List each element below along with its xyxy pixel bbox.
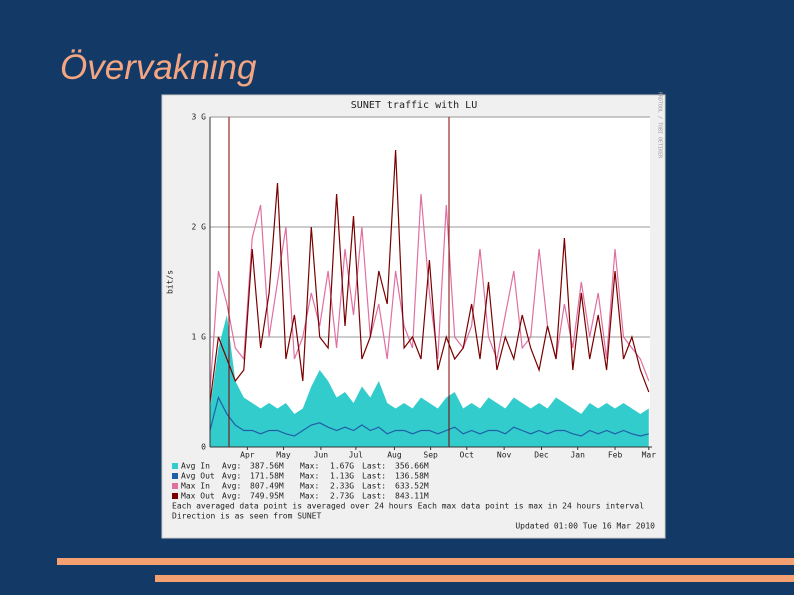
- stat-label: Avg:: [222, 492, 241, 501]
- marks: [209, 149, 650, 447]
- stat-label: Last:: [362, 492, 386, 501]
- series-area: [210, 315, 649, 447]
- stat-value: 136.58M: [395, 472, 429, 481]
- plot-area: [210, 117, 650, 447]
- stat-value: 843.11M: [395, 492, 429, 501]
- x-tick-label: Dec: [534, 451, 549, 460]
- legend-label: Avg In: [181, 462, 210, 471]
- stat-value: 2.33G: [330, 482, 354, 491]
- decor-bar: [155, 575, 794, 582]
- note: Direction is as seen from SUNET: [172, 512, 321, 521]
- y-tick-label: 3 G: [192, 113, 207, 122]
- legend-label: Max Out: [181, 492, 215, 501]
- legend-swatch: [172, 493, 178, 499]
- x-tick-label: Sep: [423, 451, 438, 460]
- stat-value: 356.66M: [395, 462, 429, 471]
- x-tick-label: Jul: [349, 451, 364, 460]
- decor-bar: [57, 558, 794, 565]
- stat-value: 1.67G: [330, 462, 354, 471]
- x-tick-label: Mar: [642, 451, 657, 460]
- legend: Avg In Avg: 387.56M Max: 1.67G Last: 356.66M Av…: [172, 462, 429, 501]
- x-tick-label: Nov: [497, 451, 512, 460]
- x-tick-label: Oct: [460, 451, 475, 460]
- x-tick-label: Jan: [570, 451, 585, 460]
- stat-value: 387.56M: [250, 462, 284, 471]
- chart-title: SUNET traffic with LU: [351, 100, 477, 111]
- updated: Updated 01:00 Tue 16 Mar 2010: [515, 522, 655, 531]
- series-line: [209, 395, 649, 437]
- stat-value: 633.52M: [395, 482, 429, 491]
- side-text: RRDTOOL / TOBI OETIKER: [657, 92, 663, 159]
- legend-swatch: [172, 473, 178, 479]
- slide-title: Övervakning: [60, 48, 257, 87]
- y-tick-label: 2 G: [192, 223, 207, 232]
- y-axis-label: bit/s: [166, 270, 175, 294]
- legend-swatch: [172, 483, 178, 489]
- x-tick-label: Aug: [387, 451, 402, 460]
- series-line: [209, 149, 650, 404]
- stat-label: Avg:: [222, 482, 241, 491]
- stat-label: Last:: [362, 472, 386, 481]
- note: Each averaged data point is averaged ove…: [172, 502, 644, 511]
- stat-value: 171.58M: [250, 472, 284, 481]
- stat-label: Avg:: [222, 472, 241, 481]
- stat-label: Last:: [362, 462, 386, 471]
- stat-value: 807.49M: [250, 482, 284, 491]
- stat-label: Max:: [300, 462, 319, 471]
- stat-value: 2.73G: [330, 492, 354, 501]
- stat-value: 1.13G: [330, 472, 354, 481]
- stat-label: Max:: [300, 482, 319, 491]
- legend-swatch: [172, 463, 178, 469]
- series-line: [209, 193, 650, 393]
- stat-label: Max:: [300, 472, 319, 481]
- stat-label: Max:: [300, 492, 319, 501]
- x-tick-label: May: [276, 451, 291, 460]
- x-tick-label: Feb: [608, 451, 623, 460]
- x-tick-label: Jun: [314, 451, 329, 460]
- legend-label: Avg Out: [181, 472, 215, 481]
- x-tick-label: Apr: [240, 451, 255, 460]
- y-tick-label: 0: [201, 443, 206, 452]
- legend-label: Max In: [181, 482, 210, 491]
- y-tick-label: 1 G: [192, 333, 207, 342]
- stat-label: Last:: [362, 482, 386, 491]
- stat-value: 749.95M: [250, 492, 284, 501]
- stat-label: Avg:: [222, 462, 241, 471]
